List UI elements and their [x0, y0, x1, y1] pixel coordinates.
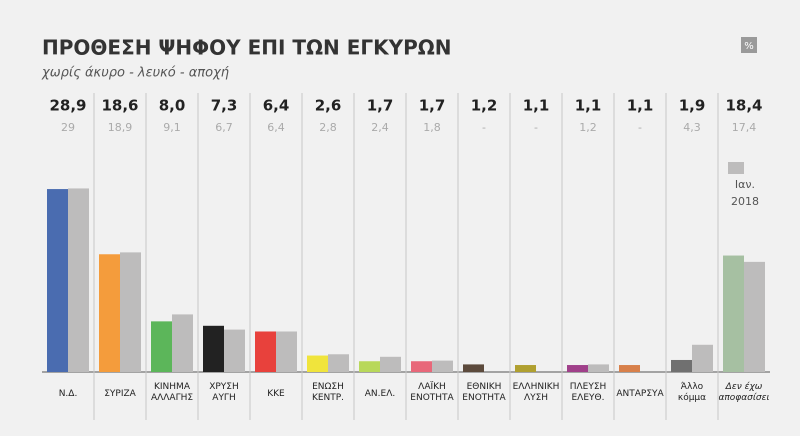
bar: [671, 359, 692, 372]
bar: [619, 365, 640, 372]
category-label: ΑΝ.ΕΛ.: [365, 389, 395, 399]
category-line: Ν.Δ.: [59, 389, 78, 399]
category-label: ΑΝΤΑΡΣΥΑ: [616, 389, 664, 399]
category-line: Άλλο: [681, 382, 704, 392]
previous-value-label: 6,7: [215, 121, 233, 134]
previous-value-label: 18,9: [108, 121, 133, 134]
category-line: ΕΘΝΙΚΗ: [467, 382, 502, 392]
category-label: ΕΝΩΣΗ ΚΕΝΤΡ.: [312, 382, 344, 403]
category-label: Ν.Δ.: [59, 389, 78, 399]
previous-bar: [328, 354, 349, 372]
previous-bar: [380, 356, 401, 372]
category-line: ΑΥΓΗ: [212, 393, 235, 403]
previous-value-label: 1,8: [423, 121, 441, 134]
previous-value-label: 6,4: [267, 121, 285, 134]
bar: [99, 254, 120, 372]
category-line: ΕΝΟΤΗΤΑ: [462, 393, 506, 403]
value-label: 1,9: [679, 97, 706, 115]
bar: [307, 355, 328, 372]
previous-bar: [68, 188, 89, 372]
previous-value-label: 2,8: [319, 121, 337, 134]
previous-bar: [432, 360, 453, 372]
category-line: ΛΥΣΗ: [524, 393, 548, 403]
previous-bar: [224, 329, 245, 372]
category-label: ΠΛΕΥΣΗ ΕΛΕΥΘ.: [570, 382, 607, 403]
category-line: ΣΥΡΙΖΑ: [104, 389, 136, 399]
value-label: 28,9: [49, 97, 86, 115]
previous-value-label: 4,3: [683, 121, 701, 134]
category-line: ΕΛΛΗΝΙΚΗ: [513, 382, 560, 392]
category-line: ΑΛΛΑΓΗΣ: [151, 393, 193, 403]
category-label: ΕΘΝΙΚΗ ΕΝΟΤΗΤΑ: [462, 382, 506, 403]
value-label: 1,2: [471, 97, 498, 115]
category-label: ΧΡΥΣΗ ΑΥΓΗ: [209, 382, 239, 403]
value-label: 7,3: [211, 97, 238, 115]
category-label: Δεν έχω αποφασίσει: [718, 381, 769, 403]
previous-value-label: 29: [61, 121, 75, 134]
category-line: ΠΛΕΥΣΗ: [570, 382, 607, 392]
category-label: ΛΑΪΚΗ ΕΝΟΤΗΤΑ: [410, 381, 454, 403]
category-line: αποφασίσει: [718, 393, 769, 403]
category-line: Δεν έχω: [725, 381, 763, 392]
chart-subtitle: χωρίς άκυρο - λευκό - αποχή: [41, 66, 230, 81]
bar: [515, 365, 536, 372]
category-line: ΛΑΪΚΗ: [418, 381, 446, 392]
legend-swatch: [728, 162, 744, 174]
category-line: ΕΛΕΥΘ.: [572, 393, 605, 403]
value-label: 18,6: [101, 97, 138, 115]
category-label: ΚΚΕ: [267, 389, 285, 399]
value-label: 1,7: [367, 97, 394, 115]
previous-bar: [744, 261, 765, 372]
category-line: ΕΝΟΤΗΤΑ: [410, 393, 454, 403]
value-label: 1,7: [419, 97, 446, 115]
previous-value-label: -: [534, 121, 538, 134]
bar: [255, 331, 276, 372]
category-line: ΚΕΝΤΡ.: [312, 393, 344, 403]
value-label: 1,1: [575, 97, 602, 115]
previous-bar: [120, 252, 141, 372]
value-label: 1,1: [627, 97, 654, 115]
value-label: 18,4: [725, 97, 762, 115]
previous-bar: [588, 364, 609, 372]
value-label: 6,4: [263, 97, 290, 115]
category-label: ΚΙΝΗΜΑ ΑΛΛΑΓΗΣ: [151, 382, 193, 403]
category-line: ΑΝΤΑΡΣΥΑ: [616, 389, 664, 399]
category-line: ΚΙΝΗΜΑ: [154, 382, 191, 392]
value-label: 8,0: [159, 97, 186, 115]
unit-badge-box: [741, 37, 757, 53]
category-line: ΧΡΥΣΗ: [209, 382, 239, 392]
bar: [463, 364, 484, 372]
category-line: ΕΝΩΣΗ: [312, 382, 344, 392]
previous-value-label: -: [482, 121, 486, 134]
previous-bar: [276, 331, 297, 372]
bar: [203, 325, 224, 372]
category-label: ΕΛΛΗΝΙΚΗ ΛΥΣΗ: [513, 382, 560, 403]
value-label: 1,1: [523, 97, 550, 115]
previous-value-label: 17,4: [732, 121, 757, 134]
category-line: κόμμα: [678, 392, 706, 403]
category-line: ΚΚΕ: [267, 389, 285, 399]
previous-bar: [692, 344, 713, 372]
chart-title: ΠΡΟΘΕΣΗ ΨΗΦΟΥ ΕΠΙ ΤΩΝ ΕΓΚΥΡΩΝ: [42, 36, 452, 60]
bar: [359, 361, 380, 372]
previous-bar: [172, 314, 193, 372]
category-line: ΑΝ.ΕΛ.: [365, 389, 395, 399]
previous-value-label: 2,4: [371, 121, 389, 134]
previous-value-label: 9,1: [163, 121, 181, 134]
legend-label: Ιαν. 2018: [731, 178, 759, 208]
category-label: Άλλο κόμμα: [678, 382, 706, 403]
bar: [151, 321, 172, 372]
unit-badge: %: [744, 41, 754, 52]
category-label: ΣΥΡΙΖΑ: [104, 389, 136, 399]
previous-value-label: -: [638, 121, 642, 134]
bar: [47, 189, 68, 372]
value-label: 2,6: [315, 97, 342, 115]
bar: [411, 361, 432, 372]
previous-value-label: 1,2: [579, 121, 597, 134]
bar: [723, 255, 744, 372]
bar: [567, 365, 588, 372]
